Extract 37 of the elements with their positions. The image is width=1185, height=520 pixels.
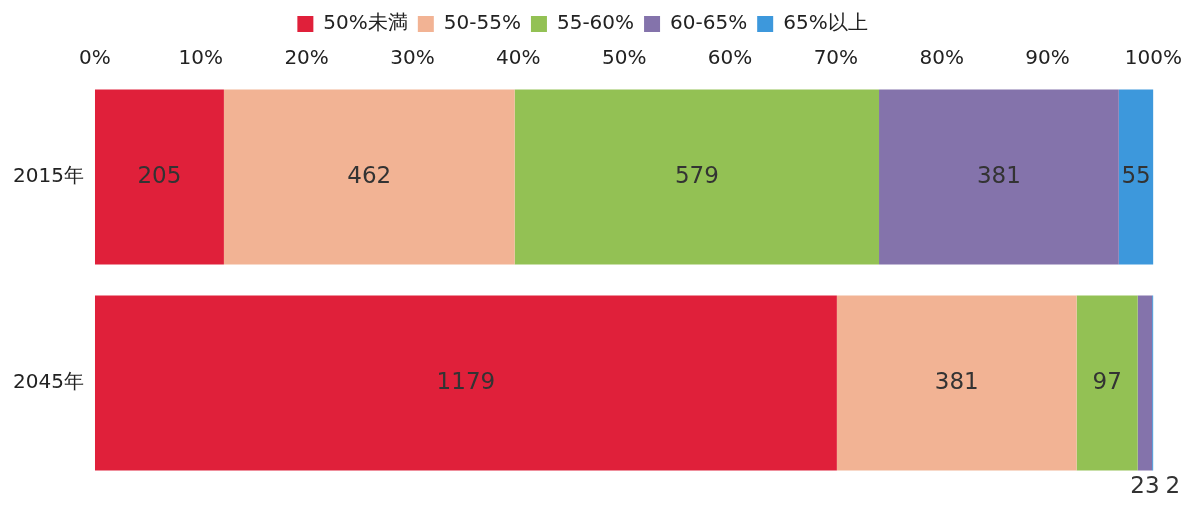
x2-tick-label: 100%	[1124, 45, 1182, 70]
legend-label: 50%未満	[323, 10, 408, 35]
x2-tick-label: 10%	[178, 45, 223, 70]
legend-label: 60-65%	[670, 10, 748, 35]
x2-tick-label: 90%	[1025, 45, 1070, 70]
y-tick-label: 2015年	[12, 163, 84, 188]
data-label: 381	[934, 367, 979, 394]
y-tick-label: 2045年	[12, 369, 84, 394]
x2-tick-label: 50%	[601, 45, 647, 70]
legend-label: 50-55%	[443, 10, 521, 35]
bar	[1076, 295, 1138, 471]
bar	[879, 89, 1119, 265]
data-label: 55	[1121, 161, 1151, 188]
x2-tick-label: 30%	[390, 45, 435, 70]
x2-tick-label: 60%	[707, 45, 753, 70]
legend-label: 55-60%	[556, 10, 635, 35]
bar	[836, 295, 1077, 471]
x2-tick-label: 80%	[919, 45, 964, 70]
x2-tick-label: 70%	[813, 45, 859, 70]
bar	[1118, 89, 1154, 265]
bar	[223, 89, 515, 265]
bar	[514, 89, 880, 265]
bar	[94, 89, 224, 265]
x2-tick-label: 40%	[496, 45, 541, 70]
data-label: 1179	[436, 367, 496, 394]
bar	[94, 295, 837, 471]
x2-tick-label: 0%	[79, 45, 111, 70]
legend-label: 65%以上	[783, 10, 868, 35]
data-label: 462	[347, 161, 392, 188]
data-label: 381	[976, 161, 1021, 188]
data-label: 23	[1130, 471, 1160, 498]
data-label: 97	[1092, 367, 1122, 394]
x2-tick-label: 20%	[284, 45, 329, 70]
data-label: 2	[1165, 471, 1181, 498]
bar	[1137, 295, 1153, 471]
data-label: 579	[674, 161, 719, 188]
data-label: 205	[137, 161, 182, 188]
